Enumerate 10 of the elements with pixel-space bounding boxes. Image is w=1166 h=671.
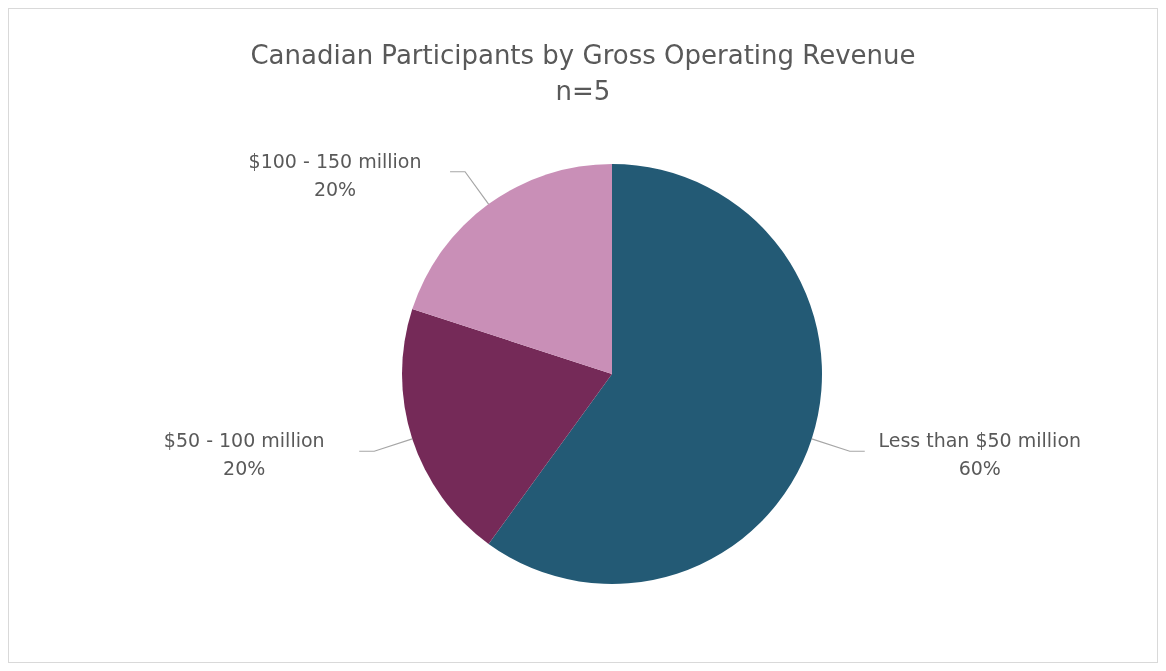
chart-subtitle: n=5: [554, 75, 612, 108]
slice-label: $100 - 150 million: [248, 149, 422, 172]
data-label: 20%: [313, 177, 357, 200]
pie-slice: [402, 309, 612, 544]
slice-label: Less than $50 million: [878, 429, 1082, 452]
data-label: 60%: [958, 457, 1001, 480]
pie-slice: [488, 164, 822, 584]
chart-title: Canadian Participants by Gross Operating Revenue: [249, 39, 917, 72]
data-label: 20%: [223, 457, 266, 480]
slice-label: $50 - 100 million: [163, 429, 325, 452]
